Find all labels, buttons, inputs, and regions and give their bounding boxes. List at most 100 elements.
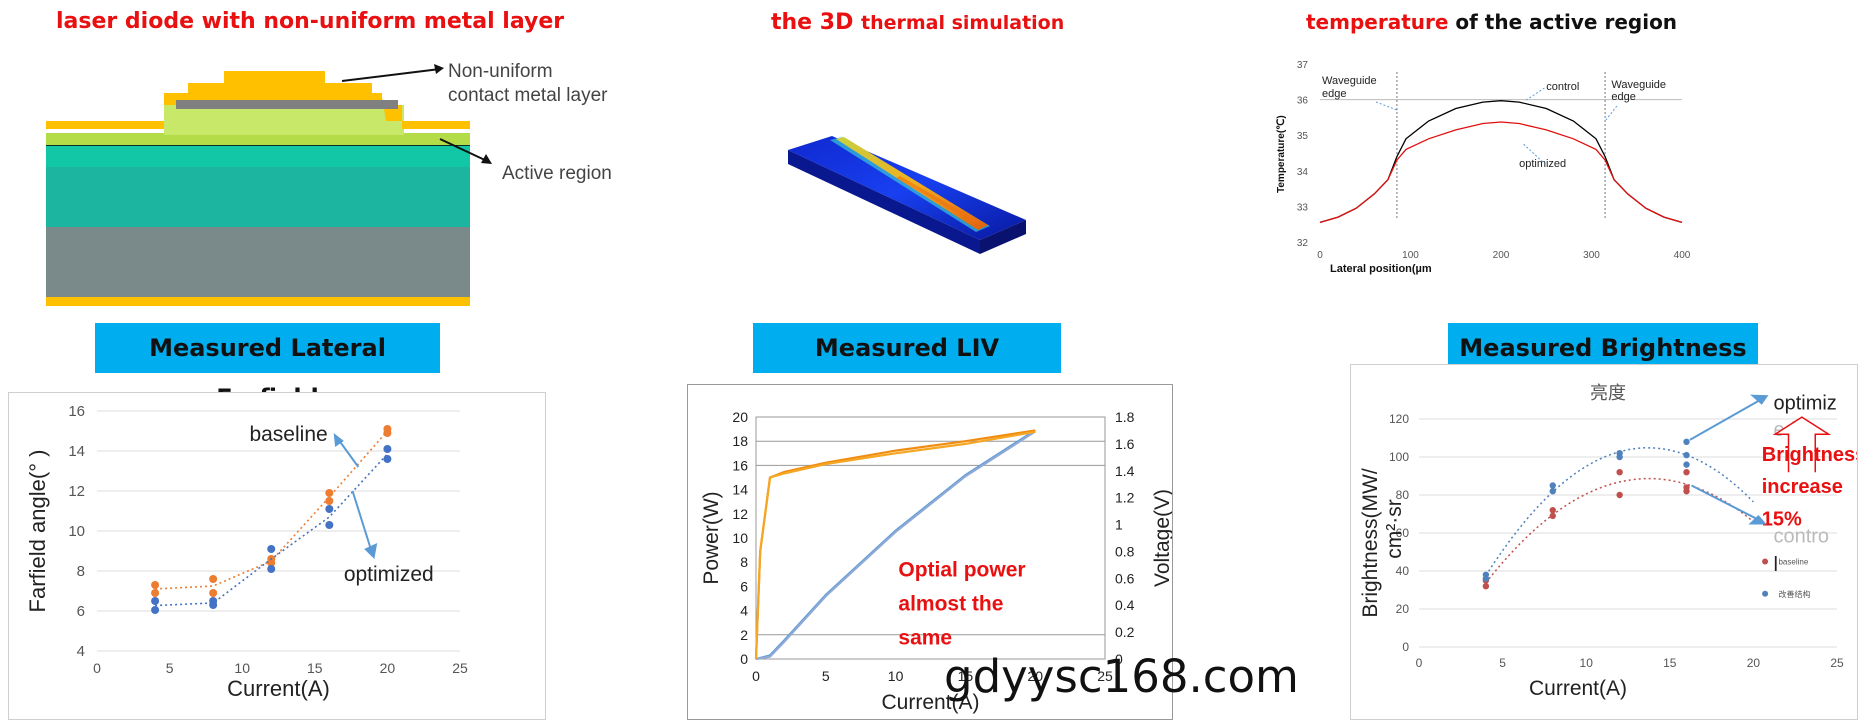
temp-ytick: 37 xyxy=(1297,60,1309,71)
br-title: 亮度 xyxy=(1590,383,1626,403)
ff-xtick: 5 xyxy=(166,660,174,676)
ff-ytick: 10 xyxy=(68,523,85,540)
liv-y2tick: 1.4 xyxy=(1115,463,1135,479)
temperature-chart: 32 33 34 35 36 37 0 100 200 300 400 Lateral positio… xyxy=(1276,60,1691,275)
annot-arrow-optimized xyxy=(1523,143,1543,163)
ff-point-baseline xyxy=(325,497,334,505)
ff-point-optimized xyxy=(383,445,392,453)
thermal-simulation-image xyxy=(788,136,1026,254)
br-arrow-optimized xyxy=(1689,399,1761,441)
br-point-baseline xyxy=(1549,512,1556,520)
ff-point-optimized xyxy=(267,545,276,553)
br-arrowhead-optimized xyxy=(1750,394,1769,405)
liv-y2tick: 0.2 xyxy=(1115,624,1135,640)
br-point-改善结构 xyxy=(1616,453,1623,461)
br-annot-optimiz: optimiz xyxy=(1773,393,1836,415)
liv-xtick: 20 xyxy=(1027,668,1043,684)
br-annot-15pct: 15% xyxy=(1762,508,1802,530)
sim-title: the 3D thermal simulation xyxy=(771,10,1064,35)
br-ylabel: Brightness(MW/ xyxy=(1359,468,1382,618)
annot-edge-left: edge xyxy=(1322,88,1346,100)
ff-point-optimized xyxy=(267,565,276,573)
temp-series-optimized xyxy=(1319,121,1683,224)
ff-ytick: 8 xyxy=(77,563,85,580)
active-label: Active region xyxy=(502,163,612,184)
liv-y2tick: 0.8 xyxy=(1115,543,1135,559)
liv-ytick: 18 xyxy=(732,433,748,449)
annot-arrow-right xyxy=(1605,105,1618,121)
temp-xtick: 0 xyxy=(1317,250,1323,261)
br-point-改善结构 xyxy=(1482,575,1490,582)
liv-ytick: 6 xyxy=(740,578,748,594)
ff-point-optimized xyxy=(209,601,218,609)
annot-edge-right: edge xyxy=(1611,91,1635,103)
ff-arrowhead-baseline xyxy=(333,433,344,447)
ff-point-baseline xyxy=(267,559,276,567)
ff-xtick: 10 xyxy=(234,660,250,676)
liv-plot-area xyxy=(755,416,1106,660)
temp-ylabel: Temperature(℃) xyxy=(1276,115,1287,193)
br-xtick: 10 xyxy=(1580,656,1594,670)
liv-y2tick: 0 xyxy=(1115,651,1123,667)
liv-xtick: 0 xyxy=(752,668,760,684)
liv-y2tick: 1.6 xyxy=(1115,436,1135,452)
farfield-chart-frame: 4 6 8 10 12 14 16 0 5 10 15 20 25 Current(A) Farfield … xyxy=(8,392,546,720)
ridge-layer xyxy=(164,105,404,135)
ff-point-optimized xyxy=(151,597,160,605)
br-xtick: 5 xyxy=(1499,656,1506,670)
br-trend-baseline xyxy=(1485,477,1754,584)
temp-ytick: 34 xyxy=(1297,167,1309,178)
liv-y2tick: 0.4 xyxy=(1115,597,1135,613)
liv-ytick: 10 xyxy=(732,530,748,546)
temp-series-control xyxy=(1319,100,1683,224)
liv-y2tick: 1.8 xyxy=(1115,409,1135,425)
temp-title: temperature of the active region xyxy=(1306,10,1677,34)
liv-xlabel: Current(A) xyxy=(881,691,979,714)
ff-ytick: 6 xyxy=(77,603,85,620)
ff-xtick: 0 xyxy=(93,660,101,676)
ff-annot-baseline: baseline xyxy=(249,423,327,446)
br-arrowhead-control xyxy=(1748,514,1767,525)
liv-banner: Measured LIV xyxy=(753,323,1061,373)
temp-xtick: 300 xyxy=(1583,250,1600,261)
annot-waveguide-left: Waveguide xyxy=(1322,75,1377,87)
temp-ytick: 33 xyxy=(1297,202,1309,213)
br-ytick: 40 xyxy=(1396,564,1410,578)
annot-arrow-control xyxy=(1526,87,1545,101)
temp-ytick: 35 xyxy=(1297,131,1309,142)
liv-y2tick: 0.6 xyxy=(1115,570,1135,586)
ff-xtick: 15 xyxy=(307,660,323,676)
ff-annot-optimized: optimized xyxy=(344,563,434,586)
ff-ytick: 16 xyxy=(68,403,85,420)
liv-chart-frame: 0 2 4 6 8 10 12 14 16 18 20 0 0.2 0.4 0.6 0.8 1 1.2 1.4 1.6… xyxy=(687,384,1174,720)
annot-control: control xyxy=(1546,81,1579,93)
ff-point-baseline xyxy=(151,589,160,597)
metal-label-1: Non-uniform xyxy=(448,61,553,82)
liv-ytick: 2 xyxy=(740,627,748,643)
liv-series-Power-1 xyxy=(755,429,1036,661)
annot-waveguide-right: Waveguide xyxy=(1611,79,1666,91)
br-point-改善结构 xyxy=(1549,488,1556,495)
ff-ylabel: Farfield angle(° ) xyxy=(25,450,50,613)
liv-annotation-line: same xyxy=(898,627,952,650)
sim-title-a: the 3D xyxy=(771,10,861,35)
br-ytick: 100 xyxy=(1389,450,1409,464)
ff-xlabel: Current(A) xyxy=(227,676,330,701)
cladding-layer xyxy=(46,165,470,227)
bottom-metal-layer xyxy=(46,297,470,306)
br-annot-l: l xyxy=(1773,554,1777,576)
liv-ytick: 12 xyxy=(732,506,748,522)
metal-arrow xyxy=(341,68,441,82)
br-point-改善结构 xyxy=(1683,451,1690,459)
annot-optimized: optimized xyxy=(1519,158,1566,170)
ff-point-optimized xyxy=(383,455,392,463)
farfield-chart: 4 6 8 10 12 14 16 0 5 10 15 20 25 Current(A) Farfield … xyxy=(25,403,468,701)
br-legend-marker-baseline xyxy=(1762,558,1769,565)
brightness-chart-frame: 亮度 0 20 40 60 80 100 120 0 5 10 15 20 25 Current(A) Bri… xyxy=(1350,364,1866,720)
br-xlabel: Current(A) xyxy=(1529,677,1627,700)
br-point-baseline xyxy=(1683,469,1690,476)
br-ytick: 20 xyxy=(1396,602,1410,616)
ff-arrow-optimized xyxy=(351,490,373,552)
active-arrow xyxy=(439,138,488,162)
liv-ytick: 16 xyxy=(732,457,748,473)
